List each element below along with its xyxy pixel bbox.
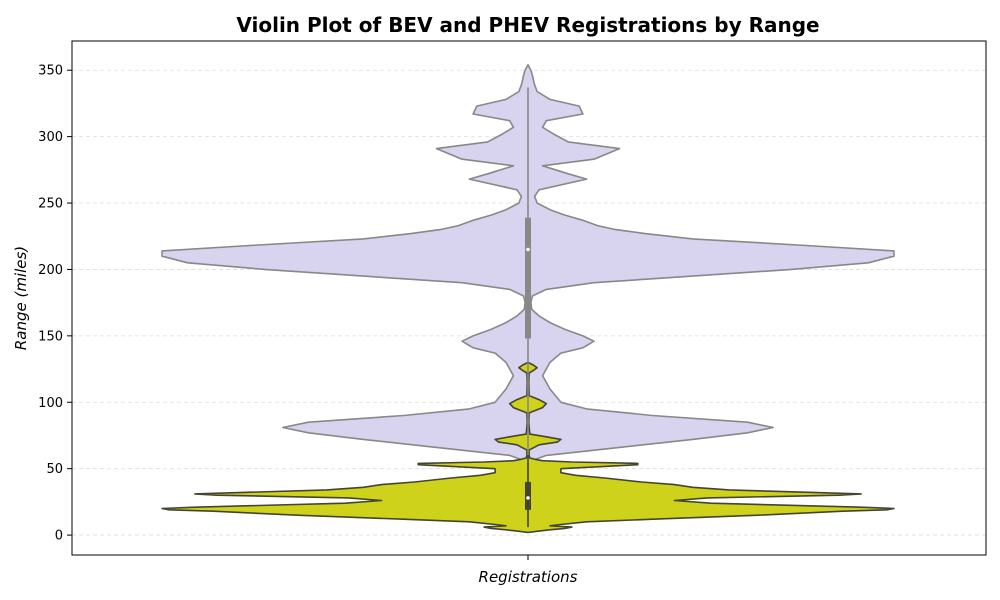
y-tick-label: 50 xyxy=(46,462,63,477)
y-tick-label: 0 xyxy=(55,529,63,544)
chart-title: Violin Plot of BEV and PHEV Registration… xyxy=(236,13,819,37)
y-axis-label: Range (miles) xyxy=(12,246,30,350)
y-tick-label: 250 xyxy=(38,197,63,212)
y-tick-label: 200 xyxy=(38,263,63,278)
axes: 0 50 100 150 200 250 300 350 xyxy=(38,64,529,560)
median-dot-series-2 xyxy=(526,496,530,500)
median-dot-series-1 xyxy=(526,247,530,252)
box-plots xyxy=(525,87,531,528)
iqr-box-series-1 xyxy=(525,217,531,339)
x-axis-label: Registrations xyxy=(479,568,578,586)
y-tick-label: 150 xyxy=(38,329,63,344)
y-tick-label: 350 xyxy=(38,64,63,79)
y-tick-label: 100 xyxy=(38,396,63,411)
iqr-box-series-2 xyxy=(525,481,531,510)
plot-frame xyxy=(71,40,987,556)
y-tick-label: 300 xyxy=(38,130,63,145)
